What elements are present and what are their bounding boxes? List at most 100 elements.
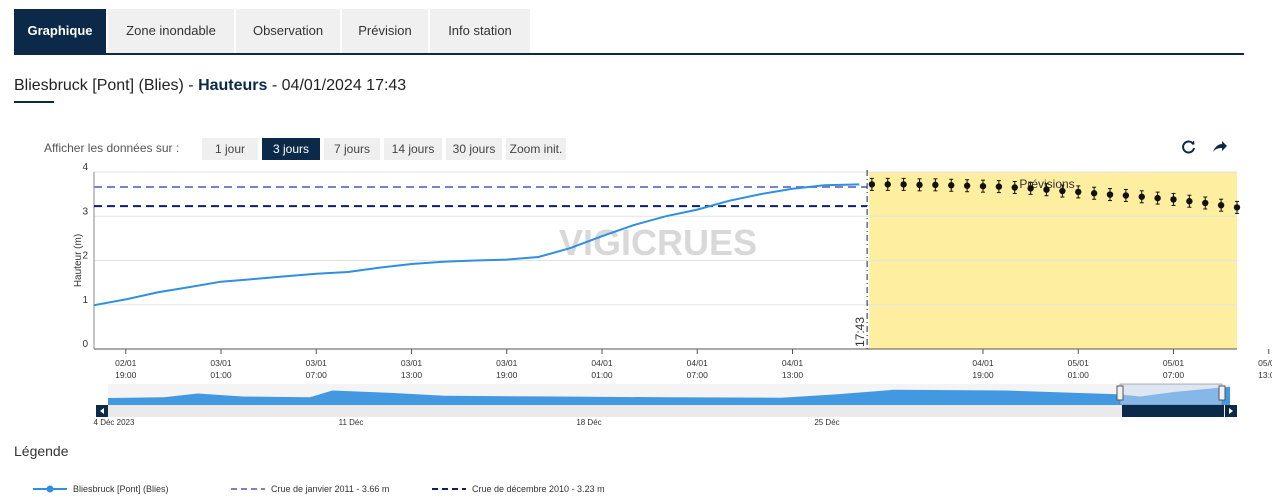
zoom-init-button[interactable]: Zoom init. — [506, 138, 566, 160]
x-tick-label: 05/01 — [1258, 358, 1272, 368]
tab-bar: Graphique Zone inondable Observation Pré… — [14, 9, 1244, 55]
legend-series[interactable]: Bliesbruck [Pont] (Blies) — [33, 484, 169, 494]
navigator-handle[interactable] — [1116, 385, 1124, 401]
x-tick-label: 04/01 — [687, 358, 709, 368]
tab-prevision[interactable]: Prévision — [342, 9, 428, 53]
y-tick-label: 4 — [82, 162, 88, 173]
forecast-point — [884, 181, 891, 188]
now-label: 17:43 — [853, 317, 867, 347]
x-tick-label: 01:00 — [210, 370, 232, 380]
forecast-point — [1154, 194, 1161, 202]
navigator-date-label: 4 Déc 2023 — [94, 418, 135, 427]
title-separator: - — [267, 77, 282, 94]
y-tick-label: 1 — [82, 295, 88, 306]
tab-observation[interactable]: Observation — [236, 9, 340, 53]
legend-dec2010-label: Crue de décembre 2010 - 3.23 m — [472, 484, 605, 494]
forecast-point — [1186, 198, 1193, 205]
forecast-point — [1090, 190, 1098, 197]
forecast-point — [1011, 184, 1018, 191]
x-tick-label: 07:00 — [1163, 370, 1185, 380]
y-tick-label: 3 — [82, 206, 88, 217]
x-tick-label: 07:00 — [687, 370, 709, 380]
forecast-point — [1233, 204, 1241, 211]
x-tick-label: 13:00 — [782, 370, 804, 380]
legend-jan2011-label: Crue de janvier 2011 - 3.66 m — [271, 484, 390, 494]
range-3-jours-button[interactable]: 3 jours — [262, 138, 320, 160]
legend-title: Légende — [14, 443, 69, 459]
range-30-jours-button[interactable]: 30 jours — [446, 138, 502, 160]
x-tick-label: 07:00 — [306, 370, 328, 380]
x-tick-label: 04/01 — [782, 358, 804, 368]
tab-info-station[interactable]: Info station — [430, 9, 530, 53]
page-title: Bliesbruck [Pont] (Blies) - Hauteurs - 0… — [14, 77, 406, 95]
share-icon[interactable] — [1211, 138, 1229, 156]
x-tick-label: 01:00 — [591, 370, 613, 380]
forecast-point — [1217, 201, 1225, 209]
measure-type: Hauteurs — [198, 77, 268, 94]
range-label: Afficher les données sur : — [44, 141, 180, 155]
tab-graphique[interactable]: Graphique — [14, 9, 106, 53]
forecast-point — [1138, 193, 1145, 200]
x-tick-label: 13:00 — [401, 370, 423, 380]
observed-series-line — [93, 183, 860, 307]
forecast-point — [900, 181, 907, 188]
navigator-date-label: 18 Déc — [576, 418, 601, 427]
y-axis-label: Hauteur (m) — [73, 234, 84, 287]
forecast-point — [1027, 185, 1034, 192]
navigator-window[interactable] — [1119, 383, 1223, 406]
range-1-jour-button[interactable]: 1 jour — [202, 138, 258, 160]
x-tick-label: 19:00 — [496, 370, 518, 380]
forecast-point — [979, 182, 987, 190]
forecast-point — [948, 182, 955, 189]
refresh-icon[interactable] — [1180, 138, 1198, 156]
watermark-text: VIGICRUES — [559, 222, 757, 263]
scroll-left-arrow-icon — [100, 408, 104, 414]
station-name: Bliesbruck [Pont] (Blies) — [14, 77, 184, 94]
tab-zone-inondable[interactable]: Zone inondable — [108, 9, 234, 53]
x-tick-label: 19:00 — [972, 370, 994, 380]
navigator-area — [108, 386, 1230, 405]
forecast-point — [868, 181, 876, 188]
title-underline — [14, 101, 54, 103]
forecast-point — [916, 181, 923, 189]
legend-series-label: Bliesbruck [Pont] (Blies) — [73, 484, 169, 494]
x-tick-label: 03/01 — [210, 358, 232, 368]
x-tick-label: 04/01 — [972, 358, 994, 368]
x-tick-label: 02/01 — [115, 358, 137, 368]
series-line-marker-icon — [33, 485, 67, 493]
forecast-point — [1059, 187, 1066, 195]
forecast-point — [963, 182, 971, 189]
navigator-handle[interactable] — [1218, 385, 1226, 401]
navigator-date-label: 11 Déc — [339, 418, 364, 427]
range-14-jours-button[interactable]: 14 jours — [384, 138, 442, 160]
x-tick-label: 03/01 — [306, 358, 328, 368]
navigator-scrollbar — [96, 405, 1237, 417]
hydrograph-chart: 0 1 2 3 4 Hauteur (m) 02/01 19:00 03/01 01:00 03/0… — [73, 162, 1272, 427]
x-tick-label: 03/01 — [401, 358, 423, 368]
forecast-point — [932, 181, 939, 189]
legend-jan2011[interactable]: Crue de janvier 2011 - 3.66 m — [231, 484, 389, 494]
forecast-point — [1075, 188, 1082, 196]
x-tick-label: 03/01 — [496, 358, 518, 368]
y-tick-label: 2 — [82, 251, 88, 262]
x-tick-label: 01:00 — [1068, 370, 1090, 380]
forecast-point — [1170, 196, 1177, 203]
x-tick-label: 19:00 — [115, 370, 137, 380]
forecast-point — [1043, 186, 1050, 193]
forecast-point — [1122, 192, 1130, 199]
dashed-line-icon — [432, 488, 466, 490]
x-tick-label: 05/01 — [1068, 358, 1090, 368]
dashed-line-icon — [231, 488, 265, 490]
scrollbar-thumb[interactable] — [1122, 405, 1224, 417]
x-tick-label: 04/01 — [591, 358, 613, 368]
x-tick-label: 05/01 — [1163, 358, 1185, 368]
scroll-right-arrow-icon — [1229, 408, 1233, 414]
range-7-jours-button[interactable]: 7 jours — [324, 138, 380, 160]
x-tick-label: 13:00 — [1258, 370, 1272, 380]
title-datetime: 04/01/2024 17:43 — [281, 77, 407, 94]
title-separator: - — [183, 77, 199, 94]
forecast-point — [995, 183, 1003, 190]
forecast-point — [1106, 191, 1114, 198]
forecast-point — [1202, 199, 1209, 207]
legend-dec2010[interactable]: Crue de décembre 2010 - 3.23 m — [432, 484, 605, 494]
